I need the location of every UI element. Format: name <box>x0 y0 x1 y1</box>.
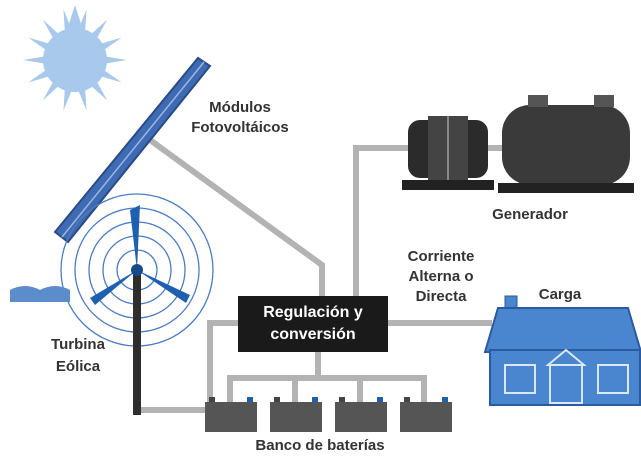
sun-ray <box>63 88 72 111</box>
wire <box>148 137 325 300</box>
sun-ray <box>78 9 87 32</box>
sun-ray <box>90 81 108 101</box>
sun-ray <box>28 69 50 83</box>
sun-ray <box>90 19 108 39</box>
sun-ray <box>28 37 50 51</box>
terminal <box>339 397 345 402</box>
sun-ray <box>42 81 60 101</box>
terminal <box>209 397 215 402</box>
sun <box>23 5 127 111</box>
sun-ray <box>104 56 127 64</box>
wind-turbine <box>10 193 214 415</box>
node-label: Directa <box>416 288 468 305</box>
node-label: conversión <box>270 326 355 343</box>
terminal <box>442 397 448 402</box>
node-label: Eólica <box>56 358 101 375</box>
node-label: Módulos <box>209 99 271 116</box>
sun-ray <box>23 56 46 64</box>
generator <box>402 95 634 193</box>
solar-panel <box>53 56 212 244</box>
terminal <box>274 397 280 402</box>
wires <box>140 137 502 413</box>
terminal <box>247 397 253 402</box>
wire <box>353 145 408 300</box>
node-label: Banco de baterías <box>255 437 384 454</box>
sun-ray <box>100 37 122 51</box>
wire <box>140 320 240 413</box>
node-label: Fotovoltáicos <box>191 119 289 136</box>
terminal <box>312 397 318 402</box>
node-label: Generador <box>492 206 568 223</box>
terminal <box>377 397 383 402</box>
node-label: Carga <box>539 286 582 303</box>
node-label: Turbina <box>51 336 106 353</box>
sun-ray <box>100 69 122 83</box>
node-label: Alterna o <box>408 268 473 285</box>
sun-ray <box>63 9 72 32</box>
wire <box>227 375 427 402</box>
node-label: Regulación y <box>263 304 363 321</box>
batteries <box>205 402 452 432</box>
sun-ray <box>42 19 60 39</box>
terminal <box>404 397 410 402</box>
controller-box <box>238 296 388 352</box>
sun-ray <box>78 88 87 111</box>
node-label: Corriente <box>408 248 475 265</box>
house <box>483 295 641 406</box>
